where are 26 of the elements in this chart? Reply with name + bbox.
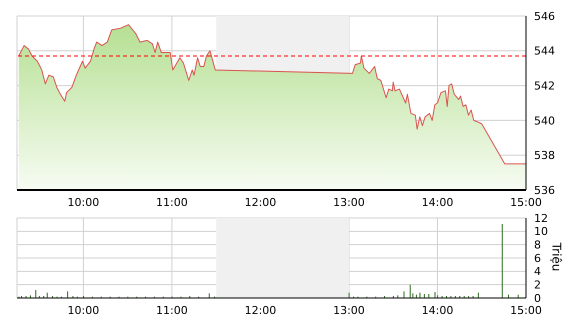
x-tick-label: 14:00 xyxy=(422,304,454,317)
y-tick-label: 6 xyxy=(534,252,541,265)
x-tick-label: 13:00 xyxy=(333,304,365,317)
x-tick-label: 12:00 xyxy=(244,304,276,317)
y-tick-label: 12 xyxy=(534,212,548,225)
y-tick-label: 538 xyxy=(534,149,555,162)
x-tick-label: 14:00 xyxy=(422,196,454,209)
y-axis-title: Triệu xyxy=(549,242,564,272)
x-tick-label: 15:00 xyxy=(510,304,542,317)
x-tick-label: 13:00 xyxy=(333,196,365,209)
y-tick-label: 544 xyxy=(534,44,555,58)
y-tick-label: 546 xyxy=(534,10,555,23)
x-tick-label: 15:00 xyxy=(510,196,542,209)
y-tick-label: 2 xyxy=(534,278,541,292)
y-tick-label: 540 xyxy=(534,114,555,128)
y-tick-label: 4 xyxy=(534,265,541,278)
x-tick-label: 10:00 xyxy=(68,196,100,209)
x-tick-label: 10:00 xyxy=(68,304,100,317)
x-tick-label: 11:00 xyxy=(156,196,188,209)
y-tick-label: 10 xyxy=(534,225,548,238)
y-tick-label: 0 xyxy=(534,292,541,305)
x-tick-label: 11:00 xyxy=(156,304,188,317)
y-tick-label: 542 xyxy=(534,80,555,93)
y-tick-label: 8 xyxy=(534,238,541,252)
x-tick-label: 12:00 xyxy=(244,196,276,209)
y-tick-label: 536 xyxy=(534,184,555,197)
